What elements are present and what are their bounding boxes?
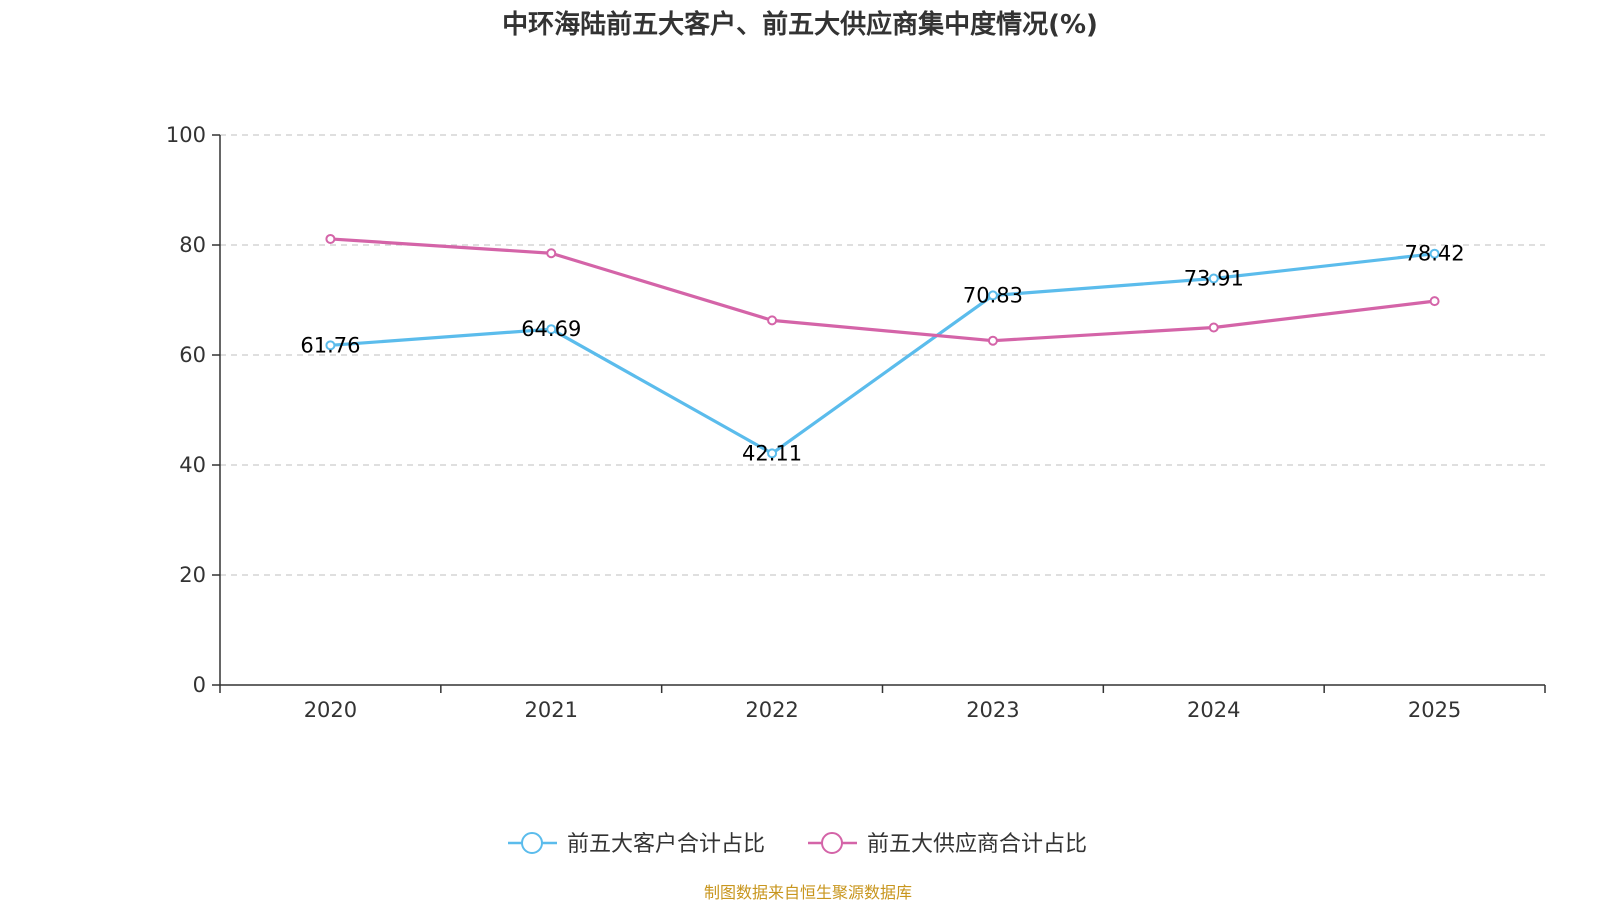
y-tick-label-40: 40 (179, 453, 206, 477)
x-tick-label-2024: 2024 (1187, 698, 1240, 722)
legend-item-supplier[interactable]: 前五大供应商合计占比 (808, 832, 1087, 857)
y-tick-label-60: 60 (179, 343, 206, 367)
legend-label-customer: 前五大客户合计占比 (567, 832, 765, 857)
x-tick-label-2022: 2022 (745, 698, 798, 722)
data-label-customer-2022: 42.11 (742, 441, 802, 465)
point-supplier-2025 (1429, 296, 1440, 307)
legend-item-customer[interactable]: 前五大客户合计占比 (508, 832, 765, 857)
y-axis-ticks: 0 20 40 60 80 100 (166, 123, 220, 697)
y-tick-label-80: 80 (179, 233, 206, 257)
data-label-customer-2020: 61.76 (300, 333, 360, 357)
data-label-customer-2021: 64.69 (521, 317, 581, 341)
point-supplier-2023 (987, 335, 998, 346)
point-customer-2022 (767, 448, 778, 459)
point-supplier-2021 (546, 248, 557, 259)
point-supplier-2024 (1208, 322, 1219, 333)
point-customer-2024 (1208, 273, 1219, 284)
data-label-customer-2023: 70.83 (963, 283, 1023, 307)
point-customer-2021 (546, 324, 557, 335)
legend-marker-customer (521, 832, 543, 854)
series-line-supplier (330, 237, 1435, 343)
data-label-customer-2024: 73.91 (1184, 266, 1244, 290)
x-tick-label-2025: 2025 (1408, 698, 1461, 722)
y-tick-label-20: 20 (179, 563, 206, 587)
point-customer-2020 (325, 340, 336, 351)
x-tick-label-2021: 2021 (525, 698, 578, 722)
point-supplier-2020 (325, 233, 336, 244)
data-label-customer-2025: 78.42 (1405, 242, 1465, 266)
x-tick-label-2020: 2020 (304, 698, 357, 722)
legend[interactable]: 前五大客户合计占比 前五大供应商合计占比 (508, 832, 1087, 857)
point-customer-2023 (987, 290, 998, 301)
legend-label-supplier: 前五大供应商合计占比 (867, 832, 1087, 857)
y-tick-label-0: 0 (193, 673, 206, 697)
x-axis-ticks: 2020 2021 2022 2023 2024 2025 (219, 685, 1546, 722)
axes (219, 135, 1545, 686)
series-group: 61.76 64.69 42.11 70.83 73.91 78.42 (300, 233, 1465, 465)
point-customer-2025 (1429, 248, 1440, 259)
point-supplier-2022 (767, 315, 778, 326)
chart-title: 中环海陆前五大客户、前五大供应商集中度情况(%) (502, 9, 1098, 40)
x-tick-label-2023: 2023 (966, 698, 1019, 722)
source-note: 制图数据来自恒生聚源数据库 (704, 883, 912, 900)
legend-marker-supplier (821, 832, 843, 854)
grid-lines (220, 134, 1545, 576)
y-tick-label-100: 100 (166, 123, 206, 147)
series-line-customer (330, 252, 1435, 455)
